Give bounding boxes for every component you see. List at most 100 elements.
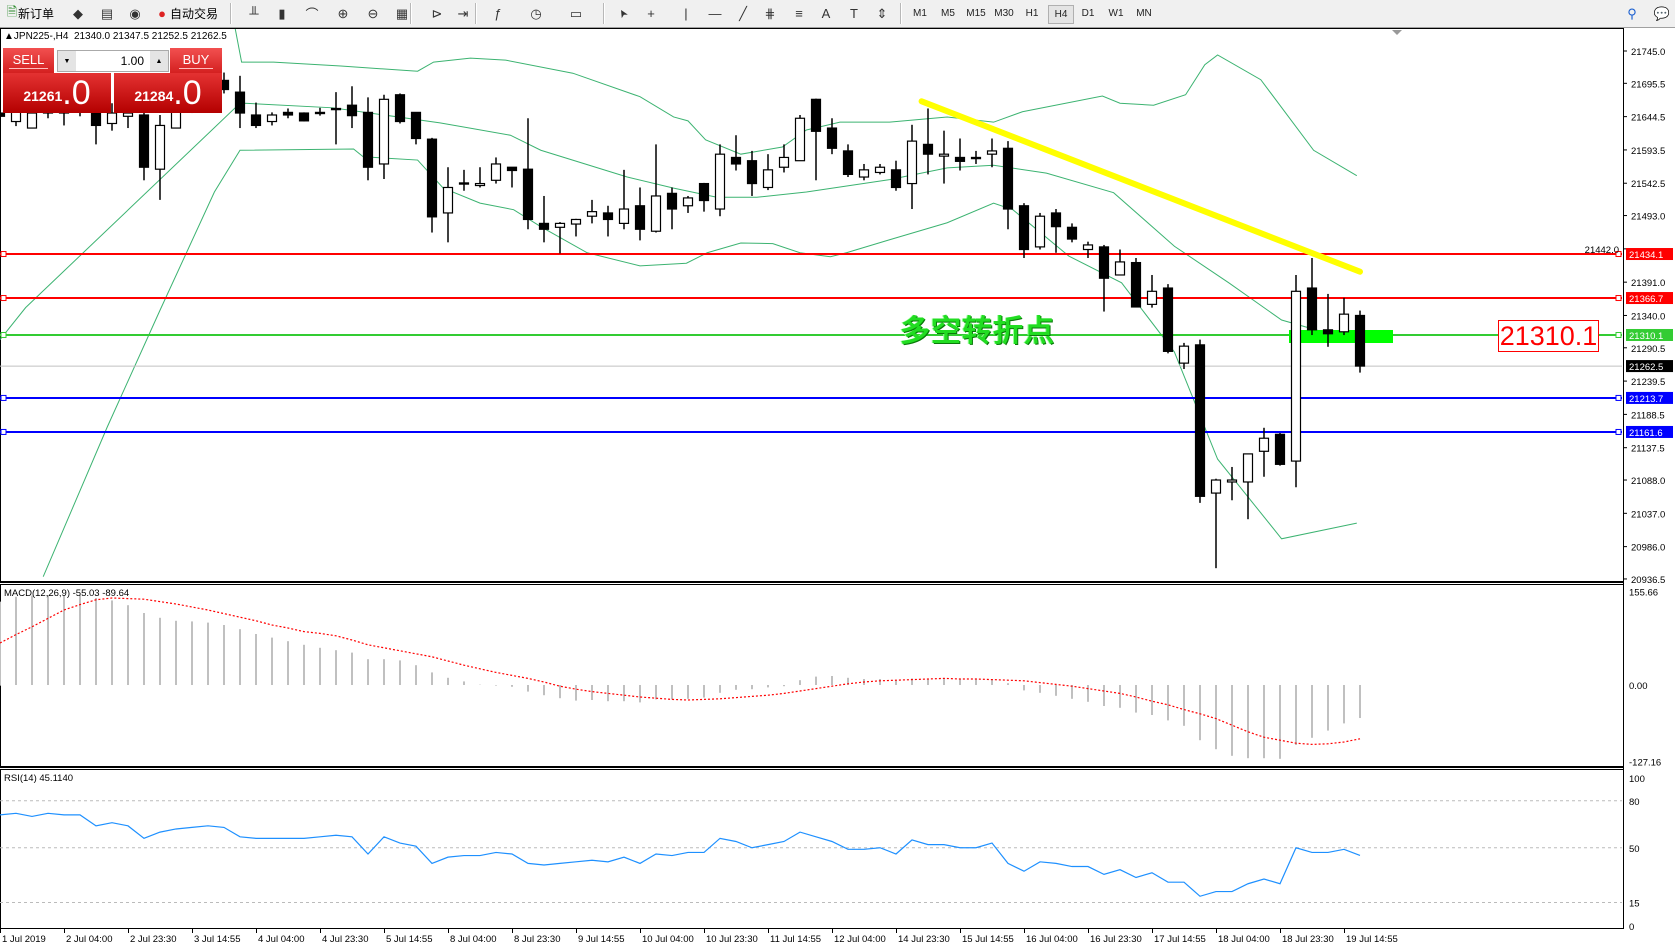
fibonacci-icon[interactable]: ⋕ <box>764 5 776 21</box>
candle[interactable] <box>282 108 294 119</box>
horizontal-line-icon[interactable]: — <box>708 6 722 21</box>
line-chart-icon[interactable]: ⌒ <box>305 7 319 22</box>
candle[interactable] <box>842 144 854 178</box>
lot-increase-icon[interactable]: ▲ <box>150 51 168 71</box>
candle[interactable] <box>1322 293 1334 347</box>
new-order-icon[interactable]: 🗎 <box>6 3 18 19</box>
candlestick-icon[interactable]: ▮ <box>278 5 286 21</box>
candle[interactable] <box>954 138 966 171</box>
candle[interactable] <box>138 99 150 181</box>
level-handle[interactable] <box>0 428 7 435</box>
candle[interactable] <box>1034 212 1046 250</box>
candle[interactable] <box>474 167 486 188</box>
candle[interactable] <box>1098 244 1110 312</box>
candle[interactable] <box>634 187 646 241</box>
candle[interactable] <box>1050 209 1062 253</box>
candle[interactable] <box>778 144 790 173</box>
candle[interactable] <box>858 163 870 181</box>
trendline[interactable] <box>918 98 1363 275</box>
candle[interactable] <box>106 103 118 131</box>
lot-size-input[interactable]: 1.00 <box>120 54 144 68</box>
candle[interactable] <box>298 112 310 122</box>
vertical-line-icon[interactable]: | <box>684 6 688 21</box>
timeframe-m30[interactable]: M30 <box>994 8 1014 19</box>
tile-windows-icon[interactable]: ▦ <box>395 5 409 21</box>
candle[interactable] <box>522 118 534 230</box>
candle[interactable] <box>666 187 678 230</box>
candle[interactable] <box>874 163 886 175</box>
candle[interactable] <box>394 93 406 124</box>
timeframe-h1[interactable]: H1 <box>1025 8 1039 19</box>
candle[interactable] <box>698 182 710 212</box>
candle[interactable] <box>730 135 742 171</box>
zoom-out-icon[interactable]: ⊖ <box>367 5 379 21</box>
candle[interactable] <box>362 97 374 181</box>
candle[interactable] <box>1130 258 1142 308</box>
candle[interactable] <box>906 124 918 210</box>
candle[interactable] <box>1146 274 1158 308</box>
level-handle[interactable] <box>0 251 7 258</box>
candle[interactable] <box>1354 310 1366 373</box>
candle[interactable] <box>602 205 614 237</box>
candle[interactable] <box>250 102 262 129</box>
level-handle[interactable] <box>1615 331 1622 338</box>
macd-pane[interactable] <box>0 595 1623 759</box>
buy-button[interactable]: BUY <box>170 48 222 73</box>
rsi-pane[interactable] <box>0 800 1623 904</box>
candle[interactable] <box>1066 223 1078 243</box>
lot-decrease-icon[interactable]: ▼ <box>58 51 76 71</box>
sell-price[interactable]: 21261.0 <box>3 73 111 113</box>
candle[interactable] <box>1194 339 1206 503</box>
timeframe-d1[interactable]: D1 <box>1081 8 1095 19</box>
timeframe-m15[interactable]: M15 <box>966 8 986 19</box>
label-icon[interactable]: T <box>850 6 858 21</box>
level-handle[interactable] <box>1615 295 1622 302</box>
candle[interactable] <box>378 94 390 179</box>
candle[interactable] <box>1338 297 1350 336</box>
candle[interactable] <box>1242 453 1254 520</box>
candle[interactable] <box>346 86 358 129</box>
candle[interactable] <box>810 98 822 181</box>
price-label-annotation[interactable]: 21310.1 <box>1498 320 1599 352</box>
chat-icon[interactable]: 💬 <box>1653 5 1671 21</box>
candle[interactable] <box>1274 433 1286 466</box>
candle[interactable] <box>682 195 694 213</box>
candle[interactable] <box>554 222 566 254</box>
buy-price[interactable]: 21284.0 <box>114 73 222 113</box>
candle[interactable] <box>762 154 774 191</box>
candle[interactable] <box>410 111 422 145</box>
chart-shift-marker-icon[interactable] <box>1392 30 1402 35</box>
market-watch-icon[interactable]: ◆ <box>73 5 83 21</box>
candle[interactable] <box>746 150 758 196</box>
timeframe-w1[interactable]: W1 <box>1108 8 1124 19</box>
fibo-fan-icon[interactable]: ≡ <box>795 6 803 21</box>
lot-size-stepper[interactable]: ▼ 1.00 ▲ <box>57 50 169 72</box>
signals-icon[interactable]: ◉ <box>129 5 141 21</box>
candle[interactable] <box>1018 203 1030 259</box>
timeframe-mn[interactable]: MN <box>1136 8 1152 19</box>
candle[interactable] <box>154 114 166 200</box>
candle[interactable] <box>1306 258 1318 336</box>
candle[interactable] <box>1290 274 1302 488</box>
candle[interactable] <box>586 199 598 224</box>
level-handle[interactable] <box>1615 251 1622 258</box>
collapse-triangle-icon[interactable]: ▲ <box>4 31 14 42</box>
candle[interactable] <box>826 118 838 155</box>
reversal-point-annotation[interactable]: 多空转折点 <box>900 314 1055 349</box>
level-handle[interactable] <box>1615 428 1622 435</box>
crosshair-icon[interactable]: + <box>647 6 655 21</box>
candle[interactable] <box>314 107 326 116</box>
candle[interactable] <box>458 169 470 191</box>
auto-scroll-icon[interactable]: ⊳ <box>431 5 443 21</box>
cursor-icon[interactable]: ➤ <box>615 6 631 21</box>
auto-trading-button[interactable]: 自动交易 <box>170 6 219 21</box>
candle[interactable] <box>234 75 246 129</box>
new-order-button[interactable]: 新订单 <box>18 6 55 21</box>
candle[interactable] <box>506 166 518 188</box>
candle[interactable] <box>938 130 950 184</box>
level-handle[interactable] <box>0 295 7 302</box>
candle[interactable] <box>650 144 662 233</box>
candle[interactable] <box>1178 342 1190 370</box>
timeframe-m1[interactable]: M1 <box>913 8 927 19</box>
chart-shift-icon[interactable]: ⇥ <box>457 5 469 21</box>
